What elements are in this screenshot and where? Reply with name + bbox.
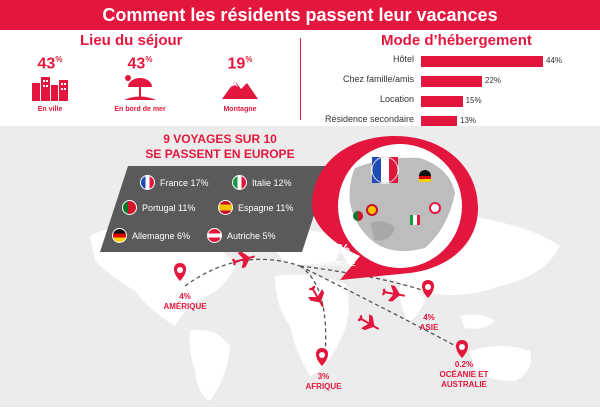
stat-value: 43%	[37, 55, 63, 73]
bar-label: Chez famille/amis	[342, 74, 414, 84]
bar-row: Chez famille/amis 22%	[300, 73, 600, 89]
italy-flag-icon	[232, 175, 247, 190]
country-germany: Allemagne 6%	[112, 228, 190, 243]
bar-value-label: 22%	[485, 76, 502, 85]
map-flags	[353, 156, 441, 225]
bar	[421, 116, 458, 127]
country-italy: Italie 12%	[232, 175, 292, 190]
spain-flag-icon	[218, 200, 233, 215]
lieu-title: Lieu du séjour	[80, 32, 183, 49]
europe-title: 9 VOYAGES SUR 10 SE PASSENT EN EUROPE	[145, 132, 295, 161]
mountain-icon	[222, 81, 258, 100]
beach-umbrella-icon	[124, 75, 156, 101]
austria-flag-icon	[207, 228, 222, 243]
bar-value-label: 44%	[546, 56, 563, 65]
region-asie: 4% ASIE	[419, 313, 439, 332]
city-icon	[32, 77, 68, 102]
country-portugal: Portugal 11%	[122, 200, 195, 215]
country-france: France 17%	[140, 175, 209, 190]
region-amerique: 4% AMÉRIQUE	[163, 292, 207, 311]
lieu-stat-mer: 43% En bord de mer	[108, 55, 172, 113]
bar-label: Résidence secondaire	[324, 114, 414, 124]
bar-label: Hôtel	[392, 54, 414, 64]
stat-value: 43%	[127, 55, 153, 73]
europe-callout-value: 88%	[319, 241, 351, 258]
bar-row: Hôtel 44%	[300, 53, 600, 69]
germany-flag-icon	[112, 228, 127, 243]
country-spain: Espagne 11%	[218, 200, 293, 215]
bar-label: Location	[379, 94, 414, 104]
lieu-stat-ville: 43% En ville	[20, 55, 80, 113]
portugal-flag-icon	[122, 200, 137, 215]
region-afrique: 3% AFRIQUE	[305, 372, 342, 391]
region-oceanie: 0.2% OCÉANIE ET AUSTRALIE	[439, 360, 489, 389]
france-flag-icon	[140, 175, 155, 190]
country-panel-bg	[100, 166, 330, 252]
bar-row: Résidence secondaire 13%	[300, 113, 600, 129]
bar-value-label: 15%	[465, 96, 482, 105]
country-austria: Autriche 5%	[207, 228, 276, 243]
bar-row: Location 15%	[300, 93, 600, 109]
europe-callout-label: EN EUROPE	[314, 261, 356, 268]
bar	[421, 56, 543, 67]
bar	[421, 76, 482, 87]
stat-value: 19%	[227, 55, 253, 73]
bar-value-label: 13%	[460, 116, 477, 125]
bar	[421, 96, 463, 107]
page-title: Comment les résidents passent leur vacan…	[0, 0, 600, 30]
section-divider	[300, 38, 301, 120]
europe-pin-callout	[312, 136, 478, 280]
mode-title: Mode d’hébergement	[381, 32, 532, 49]
lieu-stat-montagne: 19% Montagne	[210, 55, 270, 113]
